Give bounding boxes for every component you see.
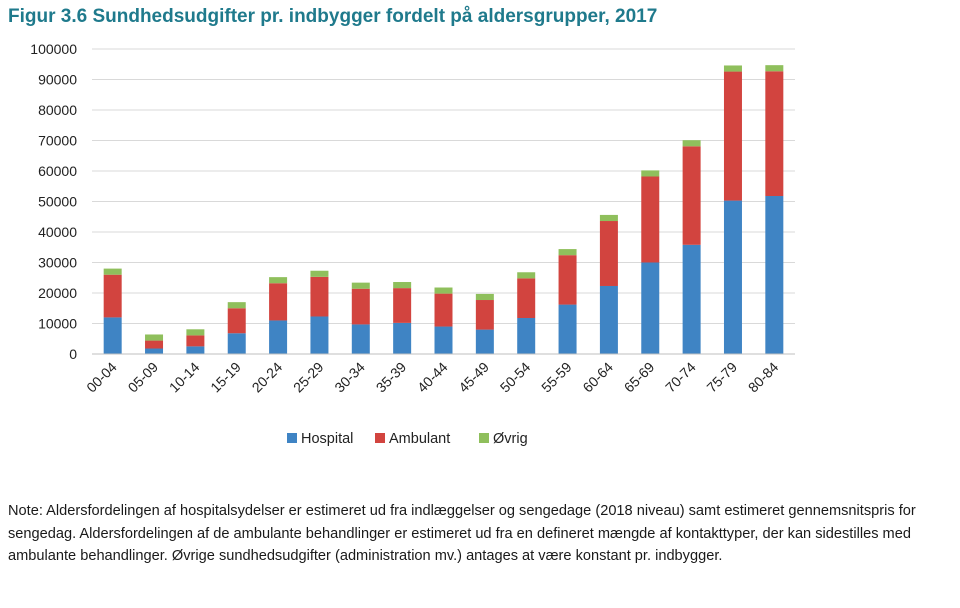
bar-hospital-60-64 <box>599 285 618 354</box>
figure-title: Figur 3.6 Sundhedsudgifter pr. indbygger… <box>8 6 658 27</box>
bar-hospital-40-44 <box>434 326 453 354</box>
bar-hospital-20-24 <box>269 320 288 354</box>
x-tick-label: 80-84 <box>745 359 782 396</box>
y-tick-label: 30000 <box>38 255 77 271</box>
bar-hospital-45-49 <box>475 329 494 354</box>
bar-hospital-50-54 <box>517 318 536 354</box>
x-axis-tick-labels: 00-04 05-09 10-14 15-19 20-24 25-29 30-34 35-39… <box>83 359 781 396</box>
bar--vrig-05-09 <box>145 334 164 341</box>
y-tick-label: 60000 <box>38 163 77 179</box>
bar-ambulant-40-44 <box>434 293 453 327</box>
x-tick-label: 30-34 <box>331 359 368 396</box>
x-tick-label: 35-39 <box>373 359 410 396</box>
y-tick-label: 100000 <box>30 41 77 57</box>
bar-hospital-05-09 <box>145 348 164 354</box>
x-tick-label: 15-19 <box>207 359 244 396</box>
bar-hospital-80-84 <box>765 196 784 354</box>
stacked-bar-chart: 0 10000 20000 30000 40000 50000 60000 70000 8000… <box>30 41 795 447</box>
bar-hospital-65-69 <box>641 262 660 354</box>
y-axis-tick-labels: 0 10000 20000 30000 40000 50000 60000 70000 8000… <box>30 41 77 362</box>
bar-ambulant-10-14 <box>186 335 205 347</box>
bar--vrig-20-24 <box>269 277 288 284</box>
bar--vrig-70-74 <box>682 140 701 147</box>
x-tick-label: 45-49 <box>455 359 492 396</box>
y-tick-label: 0 <box>69 346 77 362</box>
bar-hospital-30-34 <box>351 324 370 354</box>
x-tick-label: 60-64 <box>579 359 616 396</box>
x-tick-label: 75-79 <box>703 359 740 396</box>
x-tick-label: 20-24 <box>249 359 286 396</box>
bar-ambulant-50-54 <box>517 278 536 319</box>
x-tick-label: 65-69 <box>621 359 658 396</box>
bar-hospital-15-19 <box>227 333 246 354</box>
bar-ambulant-65-69 <box>641 176 660 263</box>
legend-swatch <box>287 433 297 443</box>
bar-ambulant-30-34 <box>351 288 370 325</box>
bar-hospital-35-39 <box>393 322 412 354</box>
y-tick-label: 80000 <box>38 102 77 118</box>
bar-hospital-70-74 <box>682 244 701 354</box>
bar--vrig-50-54 <box>517 272 536 279</box>
x-tick-label: 05-09 <box>125 359 162 396</box>
x-tick-label: 70-74 <box>662 359 699 396</box>
bar-hospital-25-29 <box>310 316 329 354</box>
bars <box>103 65 784 354</box>
bar-ambulant-55-59 <box>558 255 577 305</box>
bar--vrig-55-59 <box>558 249 577 256</box>
bar-ambulant-35-39 <box>393 288 412 323</box>
bar--vrig-10-14 <box>186 329 205 336</box>
y-tick-label: 40000 <box>38 224 77 240</box>
legend-label: Hospital <box>301 431 353 447</box>
bar--vrig-40-44 <box>434 287 453 294</box>
bar--vrig-15-19 <box>227 302 246 309</box>
bar-ambulant-75-79 <box>723 71 742 201</box>
bar--vrig-80-84 <box>765 65 784 72</box>
bar-ambulant-00-04 <box>103 274 122 318</box>
bar-ambulant-80-84 <box>765 71 784 197</box>
bar-hospital-55-59 <box>558 304 577 354</box>
bar--vrig-25-29 <box>310 270 329 277</box>
legend-label: Ambulant <box>389 431 450 447</box>
bar-ambulant-25-29 <box>310 276 329 317</box>
y-tick-label: 20000 <box>38 285 77 301</box>
x-tick-label: 40-44 <box>414 359 451 396</box>
y-tick-label: 70000 <box>38 133 77 149</box>
gridlines <box>92 48 795 324</box>
bar-ambulant-15-19 <box>227 308 246 334</box>
y-tick-label: 50000 <box>38 194 77 210</box>
legend-swatch <box>479 433 489 443</box>
bar-ambulant-70-74 <box>682 146 701 245</box>
bar-hospital-00-04 <box>103 317 122 354</box>
figure-note: Note: Aldersfordelingen af hospitalsydel… <box>8 503 916 564</box>
y-tick-label: 90000 <box>38 72 77 88</box>
x-tick-label: 25-29 <box>290 359 327 396</box>
bar--vrig-75-79 <box>723 65 742 72</box>
bar-hospital-10-14 <box>186 346 205 354</box>
bar-ambulant-45-49 <box>475 300 494 330</box>
bar--vrig-65-69 <box>641 170 660 177</box>
x-tick-label: 00-04 <box>83 359 120 396</box>
bar--vrig-60-64 <box>599 214 618 222</box>
y-tick-label: 10000 <box>38 316 77 332</box>
x-tick-label: 55-59 <box>538 359 575 396</box>
legend-swatch <box>375 433 385 443</box>
x-tick-label: 50-54 <box>497 359 534 396</box>
bar-ambulant-05-09 <box>145 340 164 349</box>
bar-ambulant-20-24 <box>269 283 288 321</box>
legend: Hospital Ambulant Øvrig <box>287 431 528 447</box>
bar--vrig-00-04 <box>103 268 122 275</box>
bar-ambulant-60-64 <box>599 221 618 286</box>
bar--vrig-35-39 <box>393 282 412 289</box>
x-tick-label: 10-14 <box>166 359 203 396</box>
bar-hospital-75-79 <box>723 200 742 354</box>
legend-label: Øvrig <box>493 431 528 447</box>
bar--vrig-45-49 <box>475 293 494 301</box>
bar--vrig-30-34 <box>351 282 370 289</box>
